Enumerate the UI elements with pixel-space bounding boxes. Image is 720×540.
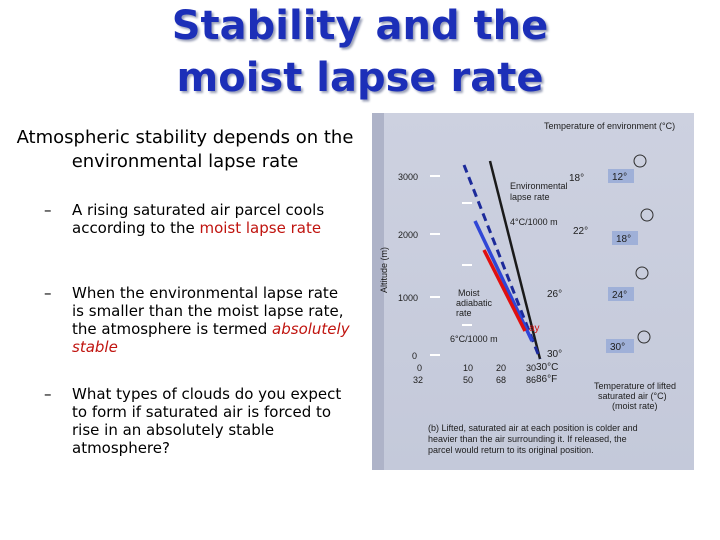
bullet-2-emphasis: absolutely stable — [72, 320, 350, 356]
title-line-2: moist lapse rate — [176, 55, 544, 101]
env-temp-header: Temperature of environment (°C) — [544, 121, 675, 131]
bullet-1-dash: – — [44, 201, 52, 219]
x-tick-c-20: 20 — [496, 363, 506, 373]
parcel-box-12 — [608, 169, 634, 183]
parcel-temp-12: 12° — [612, 172, 627, 183]
bullet-2-text-before: When the environmental lapse rate is sma… — [72, 284, 344, 338]
alt-tick-0: 0 — [412, 351, 417, 361]
env-lapse-value: 4°C/1000 m — [510, 217, 558, 227]
moist-value: 6°C/1000 m — [450, 334, 498, 344]
bullet-3-dash: – — [44, 385, 52, 403]
y-axis-label: Altitude (m) — [379, 247, 389, 293]
figure-left-strip — [372, 113, 384, 470]
bottom-temp-c: 30°C — [536, 362, 558, 373]
env-temp-1000: 26° — [547, 289, 562, 300]
parcel-box-30 — [606, 339, 634, 353]
moist-label: Moist adiabatic rate — [456, 288, 493, 318]
bullet-1-text: A rising saturated air parcel cools acco… — [72, 201, 354, 237]
altitude-dashes — [430, 175, 472, 356]
x-tick-f-86: 86 — [526, 375, 536, 385]
x-tick-f-50: 50 — [463, 375, 473, 385]
alt-tick-1000: 1000 — [398, 293, 418, 303]
env-temp-2000: 22° — [573, 226, 588, 237]
parcel-icon-2 — [640, 208, 654, 222]
parcel-box-24 — [608, 287, 634, 301]
x-tick-f-32: 32 — [413, 375, 423, 385]
bottom-temp-f: 86°F — [536, 374, 557, 385]
figure-caption: (b) Lifted, saturated air at each positi… — [428, 423, 638, 455]
moist-adiabatic-line — [462, 164, 542, 360]
bullet-1: – A rising saturated air parcel cools ac… — [44, 201, 354, 237]
env-lapse-label: Environmental lapse rate — [510, 181, 568, 202]
alt-tick-3000: 3000 — [398, 172, 418, 182]
figure-background — [372, 113, 694, 470]
x-tick-c-10: 10 — [463, 363, 473, 373]
x-tick-f-68: 68 — [496, 375, 506, 385]
env-temp-0: 30° — [547, 349, 562, 360]
bullet-1-text-before: A rising saturated air parcel cools acco… — [72, 201, 325, 237]
parcel-temp-30: 30° — [610, 342, 625, 353]
parcel-figure-icons — [633, 154, 654, 344]
bullet-2: – When the environmental lapse rate is s… — [44, 284, 354, 356]
title-line-1: Stability and the — [171, 3, 549, 49]
bullet-2-dash: – — [44, 284, 52, 302]
overlay-red-line — [482, 249, 527, 332]
env-lapse-line — [488, 160, 542, 360]
x-tick-c-30: 30 — [526, 363, 536, 373]
parcel-icon-1 — [633, 154, 647, 168]
parcel-column: 12° 18° 24° 30° — [606, 154, 654, 353]
parcel-temp-header: Temperature of lifted saturated air (°C)(… — [594, 381, 676, 411]
moist-lapse-figure: Temperature of environment (°C) Altitude… — [372, 113, 694, 470]
overlay-blue-line — [473, 220, 534, 342]
alt-tick-2000: 2000 — [398, 230, 418, 240]
parcel-temp-18: 18° — [616, 234, 631, 245]
bullet-1-emphasis: moist lapse rate — [199, 219, 322, 237]
figure-svg: Temperature of environment (°C) Altitude… — [372, 113, 694, 470]
env-temp-3000: 18° — [569, 173, 584, 184]
annotation-ay: ay — [529, 323, 540, 334]
slide-title: Stability and the moist lapse rate — [0, 0, 720, 104]
x-tick-c-0: 0 — [417, 363, 422, 373]
bullet-3: – What types of clouds do you expect to … — [44, 385, 354, 457]
parcel-icon-3 — [635, 266, 649, 280]
intro-text: Atmospheric stability depends on the env… — [16, 127, 354, 172]
parcel-temp-24: 24° — [612, 290, 627, 301]
parcel-box-18 — [612, 231, 638, 245]
parcel-icon-4 — [637, 330, 651, 344]
bullet-2-text: When the environmental lapse rate is sma… — [72, 284, 354, 356]
bullet-3-text: What types of clouds do you expect to fo… — [72, 385, 342, 457]
